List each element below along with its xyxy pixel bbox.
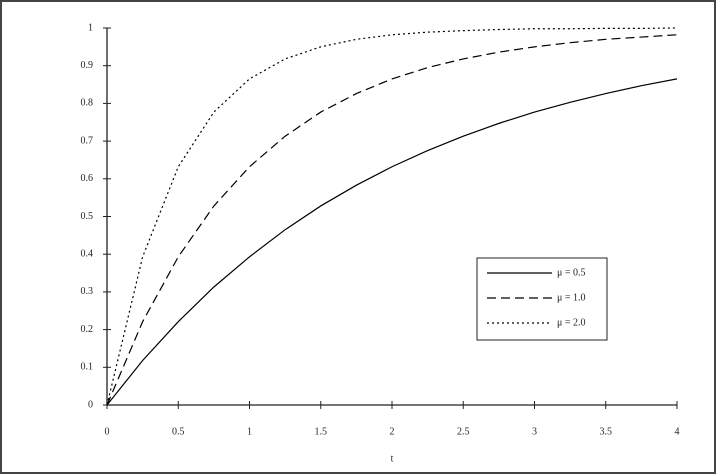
legend-label: μ = 1.0 xyxy=(557,292,586,303)
y-tick-label: 0.3 xyxy=(81,286,94,297)
x-tick-label: 3.5 xyxy=(600,426,613,437)
x-tick-label: 1 xyxy=(247,426,252,437)
line-series xyxy=(106,34,678,406)
legend-box xyxy=(476,257,608,341)
x-tick-label: 2.5 xyxy=(457,426,470,437)
y-tick-label: 0.4 xyxy=(81,248,94,259)
y-tick-label: 0.6 xyxy=(81,173,94,184)
y-tick-label: 0.1 xyxy=(81,362,94,373)
y-tick-label: 0.9 xyxy=(81,60,94,71)
x-tick-label: 4 xyxy=(675,426,680,437)
x-tick-label: 0 xyxy=(105,426,110,437)
y-tick-label: 0.5 xyxy=(81,211,94,222)
x-axis-label: t xyxy=(391,453,394,464)
x-tick-label: 0.5 xyxy=(172,426,185,437)
legend-label: μ = 0.5 xyxy=(557,267,586,278)
y-tick-label: 1 xyxy=(88,22,93,33)
line-series xyxy=(106,78,678,406)
y-tick-label: 0.8 xyxy=(81,98,94,109)
y-tick-label: 0.7 xyxy=(81,135,94,146)
x-tick-label: 2 xyxy=(390,426,395,437)
legend-label: μ = 2.0 xyxy=(557,317,586,328)
y-tick-label: 0 xyxy=(88,399,93,410)
y-tick-label: 0.2 xyxy=(81,324,94,335)
x-tick-label: 1.5 xyxy=(315,426,328,437)
x-tick-label: 3 xyxy=(532,426,537,437)
